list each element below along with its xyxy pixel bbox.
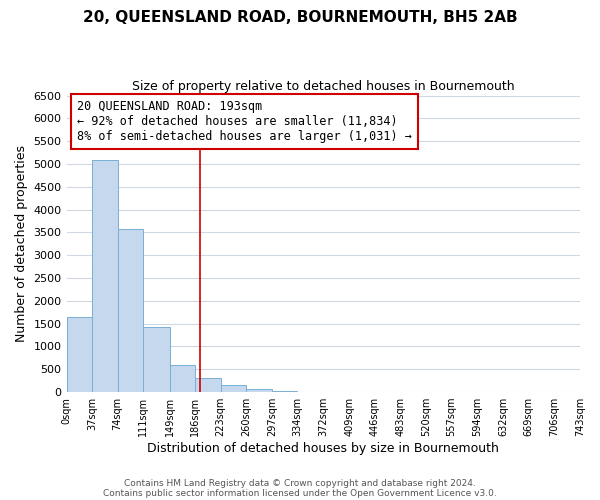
Text: Contains public sector information licensed under the Open Government Licence v3: Contains public sector information licen… xyxy=(103,488,497,498)
Bar xyxy=(143,328,170,392)
Text: Contains HM Land Registry data © Crown copyright and database right 2024.: Contains HM Land Registry data © Crown c… xyxy=(124,478,476,488)
Bar xyxy=(92,160,118,392)
X-axis label: Distribution of detached houses by size in Bournemouth: Distribution of detached houses by size … xyxy=(148,442,499,455)
Bar xyxy=(170,365,195,392)
Bar xyxy=(221,385,246,392)
Bar xyxy=(246,389,272,392)
Bar xyxy=(118,229,143,392)
Title: Size of property relative to detached houses in Bournemouth: Size of property relative to detached ho… xyxy=(132,80,515,93)
Bar xyxy=(272,390,298,392)
Y-axis label: Number of detached properties: Number of detached properties xyxy=(15,146,28,342)
Bar xyxy=(67,318,92,392)
Text: 20, QUEENSLAND ROAD, BOURNEMOUTH, BH5 2AB: 20, QUEENSLAND ROAD, BOURNEMOUTH, BH5 2A… xyxy=(83,10,517,25)
Bar xyxy=(195,378,221,392)
Text: 20 QUEENSLAND ROAD: 193sqm
← 92% of detached houses are smaller (11,834)
8% of s: 20 QUEENSLAND ROAD: 193sqm ← 92% of deta… xyxy=(77,100,412,143)
